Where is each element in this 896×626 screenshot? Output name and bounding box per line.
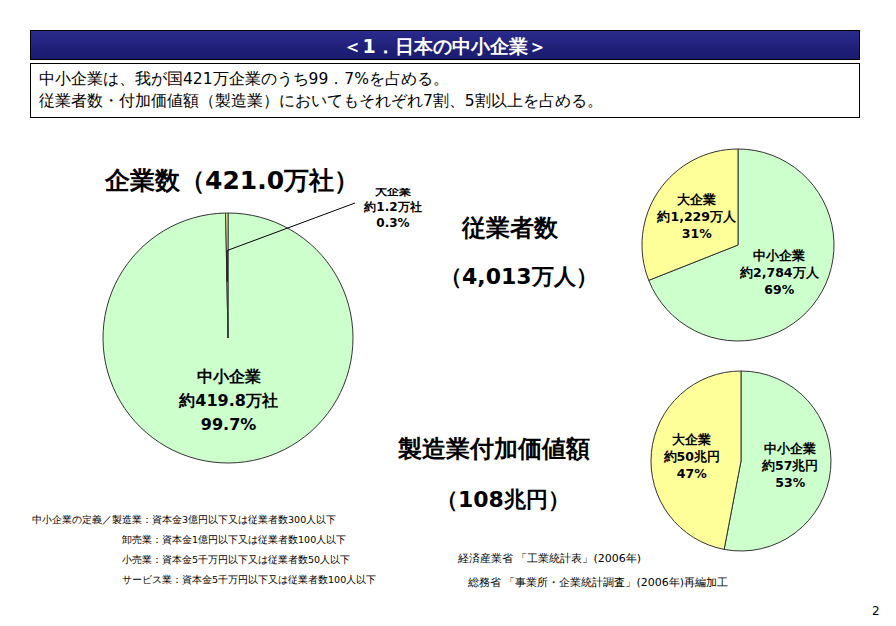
- html-text:中小企業は、我が国421万企業のうち99．7%を占める。: 中小企業は、我が国421万企業のうち99．7%を占める。: [39, 70, 449, 88]
- html-text:＜1．日本の中小企業＞: ＜1．日本の中小企業＞: [343, 35, 547, 57]
- html-text:（108兆円）: （108兆円）: [436, 487, 570, 512]
- html-text:卸売業：資本金1億円以下又は従業者数100人以下: 卸売業：資本金1億円以下又は従業者数100人以下: [122, 534, 347, 545]
- html-text:経済産業省 「工業統計表」(2006年): 経済産業省 「工業統計表」(2006年): [458, 552, 642, 565]
- html-text:従業者数: 従業者数: [462, 214, 558, 242]
- html-text:小売業：資本金5千万円以下又は従業者数50人以下: 小売業：資本金5千万円以下又は従業者数50人以下: [122, 554, 351, 565]
- html-text:2: 2: [872, 604, 880, 618]
- svg-text:大企業約1,229万人31%: 大企業約1,229万人31%: [656, 192, 737, 241]
- html-text:企業数（421.0万社）: 企業数（421.0万社）: [105, 166, 360, 195]
- html-text:サービス業：資本金5千万円以下又は従業者数100人以下: サービス業：資本金5千万円以下又は従業者数100人以下: [122, 574, 377, 585]
- svg-text:中小企業約2,784万人69%: 中小企業約2,784万人69%: [739, 248, 820, 297]
- html-text:総務省 「事業所・企業統計調査」(2006年)再編加工: 総務省 「事業所・企業統計調査」(2006年)再編加工: [468, 576, 729, 589]
- svg-text:大企業約50兆円47%: 大企業約50兆円47%: [663, 432, 720, 481]
- svg-text:中小企業約57兆円53%: 中小企業約57兆円53%: [761, 441, 818, 490]
- html-text:従業者数・付加価値額（製造業）においてもそれぞれ7割、5割以: 従業者数・付加価値額（製造業）においてもそれぞれ7割、5割以上を占める。: [39, 92, 603, 110]
- svg-text:中小企業約419.8万社99.7%: 中小企業約419.8万社99.7%: [178, 367, 278, 434]
- html-text:（4,013万人）: （4,013万人）: [440, 264, 598, 289]
- html-text:製造業付加価値額: 製造業付加価値額: [398, 435, 590, 463]
- svg-text:大企業約1.2万社0.3%: 大企業約1.2万社0.3%: [363, 188, 421, 230]
- html-text:中小企業の定義／製造業：資本金3億円以下又は従業者数300人: 中小企業の定義／製造業：資本金3億円以下又は従業者数300人以下: [32, 514, 337, 525]
